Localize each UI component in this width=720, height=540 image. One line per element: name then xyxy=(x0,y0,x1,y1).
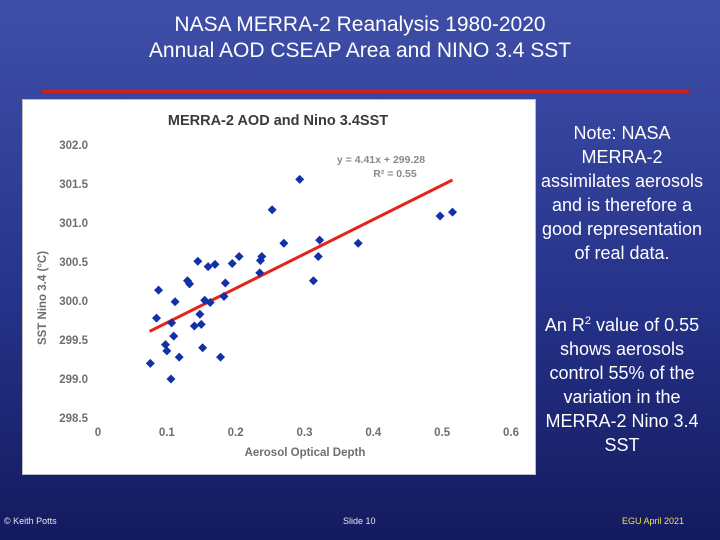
data-point xyxy=(167,318,177,328)
data-point xyxy=(353,238,363,248)
y-axis-ticks: 302.0 301.5 301.0 300.5 300.0 299.5 299.0 298.5 xyxy=(59,140,88,425)
data-point xyxy=(447,207,457,217)
data-point xyxy=(145,358,155,368)
data-point xyxy=(227,259,237,269)
data-points xyxy=(145,174,457,384)
note-r2-suffix: value of 0.55 shows aerosols control 55%… xyxy=(545,315,700,455)
footer-copyright: © Keith Potts xyxy=(4,516,57,526)
data-point xyxy=(435,211,445,221)
data-point xyxy=(152,313,162,323)
x-tick-label: 0.1 xyxy=(159,427,176,439)
data-point xyxy=(308,276,318,286)
r-squared-label: R² = 0.55 xyxy=(373,168,417,180)
y-tick-label: 302.0 xyxy=(59,140,88,152)
data-point xyxy=(160,340,170,350)
data-point xyxy=(166,374,176,384)
scatter-chart: MERRA-2 AOD and Nino 3.4SST y = 4.41x + … xyxy=(37,113,519,459)
data-point xyxy=(196,319,206,329)
data-point xyxy=(193,256,203,266)
data-point xyxy=(216,352,226,362)
note-assimilation: Note: NASA MERRA-2 assimilates aerosols … xyxy=(540,123,704,263)
y-tick-label: 300.5 xyxy=(59,257,88,269)
data-point xyxy=(205,298,215,308)
data-point xyxy=(267,205,277,215)
trendline-equation: y = 4.41x + 299.28 xyxy=(337,154,425,166)
data-point xyxy=(154,285,164,295)
note-r2-superscript: 2 xyxy=(584,315,592,327)
data-point xyxy=(185,279,195,289)
x-tick-label: 0.2 xyxy=(228,427,244,439)
data-point xyxy=(203,262,213,272)
data-point xyxy=(169,331,179,341)
y-tick-label: 299.5 xyxy=(59,335,88,347)
data-point xyxy=(220,278,230,288)
data-point xyxy=(295,174,305,184)
trendline xyxy=(148,178,454,333)
chart-title: MERRA-2 AOD and Nino 3.4SST xyxy=(168,113,388,129)
x-axis-label: Aerosol Optical Depth xyxy=(245,447,366,459)
y-axis-label: SST Nino 3.4 (°C) xyxy=(37,251,49,345)
note-r-squared: An R2 value of 0.55 shows aerosols contr… xyxy=(538,313,706,457)
trendline-group xyxy=(148,178,454,333)
footer-event: EGU April 2021 xyxy=(622,516,685,526)
slide-title: NASA MERRA-2 Reanalysis 1980-2020 Annual… xyxy=(0,12,720,64)
y-tick-label: 299.0 xyxy=(59,374,88,386)
y-tick-label: 300.0 xyxy=(59,296,88,308)
data-point xyxy=(174,352,184,362)
x-tick-label: 0.6 xyxy=(503,427,519,439)
title-divider xyxy=(42,90,689,93)
data-point xyxy=(313,252,323,262)
data-point xyxy=(315,235,325,245)
x-tick-label: 0.3 xyxy=(297,427,313,439)
x-axis-ticks: 0 0.1 0.2 0.3 0.4 0.5 0.6 xyxy=(95,427,519,439)
data-point xyxy=(279,238,289,248)
slide-title-line2: Annual AOD CSEAP Area and NINO 3.4 SST xyxy=(148,39,572,62)
data-point xyxy=(255,268,265,278)
data-point xyxy=(234,252,244,262)
data-point xyxy=(210,259,220,269)
x-tick-label: 0.5 xyxy=(434,427,451,439)
data-point xyxy=(162,346,172,356)
y-tick-label: 301.0 xyxy=(59,218,88,230)
footer-slide-number: Slide 10 xyxy=(343,516,376,526)
data-point xyxy=(198,343,208,353)
y-tick-label: 298.5 xyxy=(59,413,88,425)
data-point xyxy=(257,252,267,262)
data-point xyxy=(219,291,229,301)
x-tick-label: 0.4 xyxy=(365,427,382,439)
y-tick-label: 301.5 xyxy=(59,179,88,191)
data-point xyxy=(170,297,180,307)
chart-panel: MERRA-2 AOD and Nino 3.4SST y = 4.41x + … xyxy=(22,99,536,475)
data-point xyxy=(195,309,205,319)
x-tick-label: 0 xyxy=(95,427,101,439)
slide-title-line1: NASA MERRA-2 Reanalysis 1980-2020 xyxy=(174,13,546,36)
note-r2-prefix: An R xyxy=(544,315,585,335)
data-point xyxy=(189,321,199,331)
